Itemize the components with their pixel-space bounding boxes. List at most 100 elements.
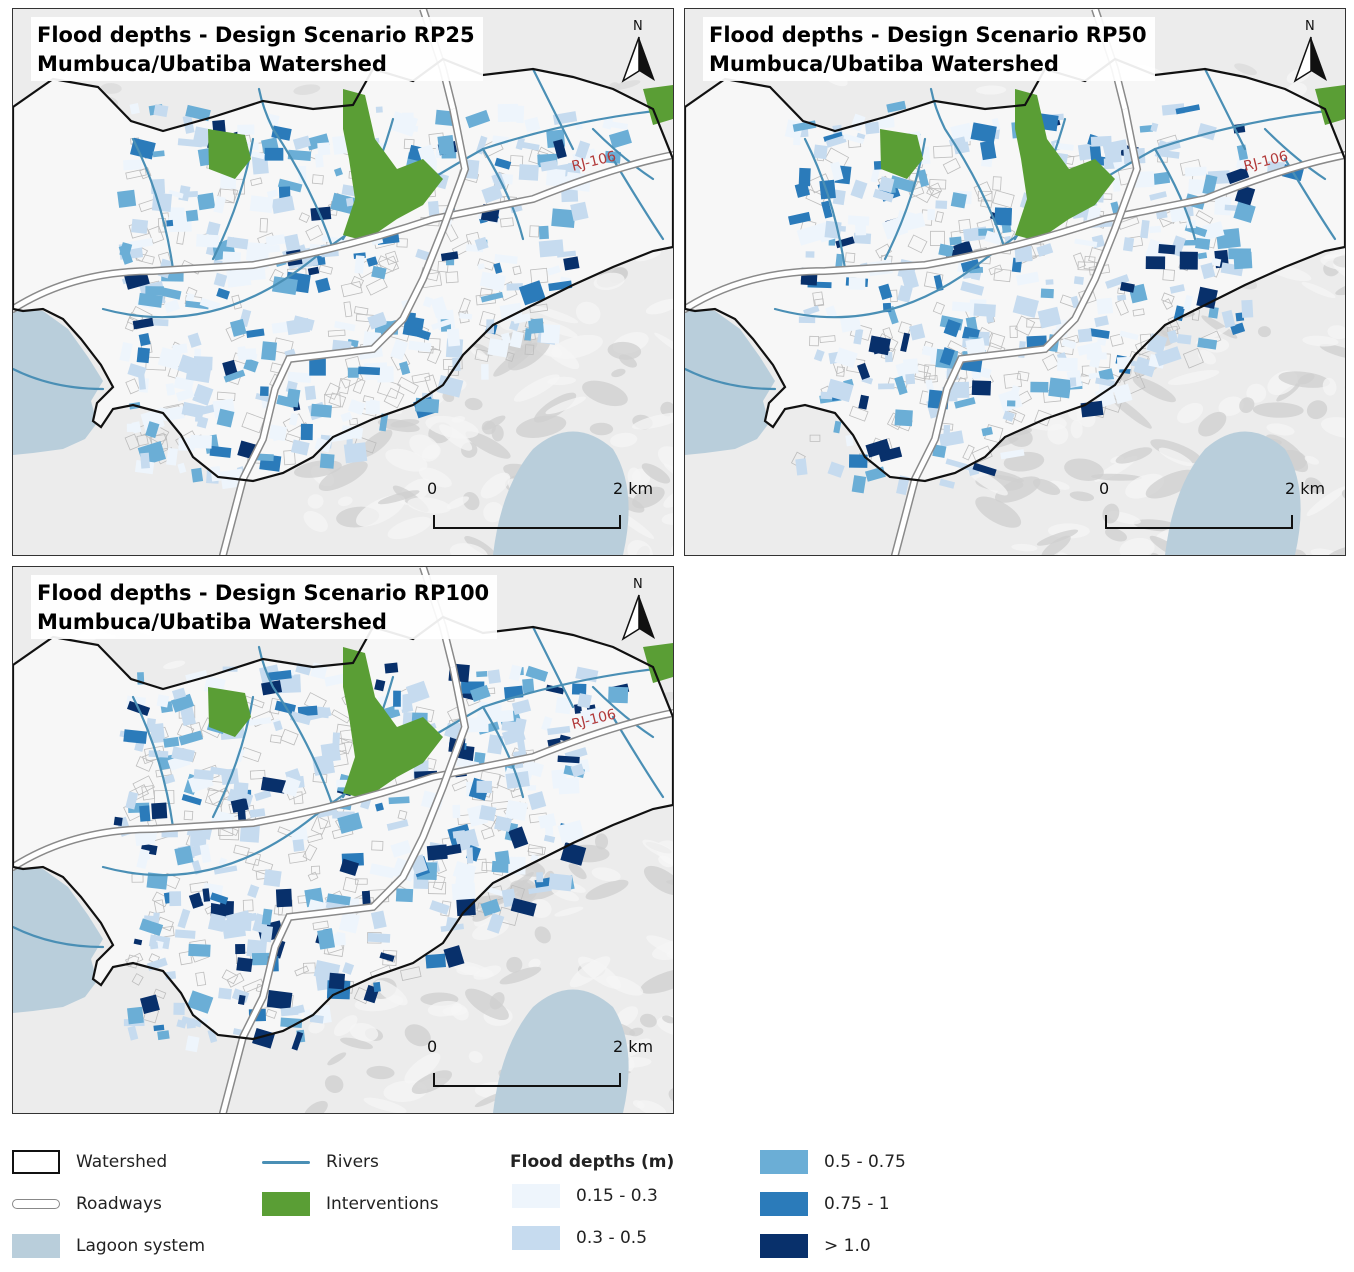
flood-depth-patch (525, 665, 549, 682)
urban-block (1195, 210, 1214, 224)
flood-depth-patch (375, 106, 383, 113)
flood-depth-patch (186, 1018, 196, 1029)
flood-depth-patch (481, 184, 503, 204)
flood-depth-patch (309, 356, 326, 376)
flood-depth-patch (1096, 297, 1114, 315)
flood-depth-patch (152, 150, 165, 158)
legend-item-flood-class-5: > 1.0 (760, 1232, 871, 1260)
urban-block (962, 444, 975, 461)
relief-shade (966, 467, 1008, 496)
river-line (13, 925, 105, 949)
map-title: Flood depths - Design Scenario RP100 Mum… (31, 575, 498, 639)
map-title-line1: Flood depths - Design Scenario RP25 (37, 23, 475, 47)
flood-depth-patch (366, 256, 378, 267)
relief-shade (627, 540, 653, 555)
relief-shade (377, 490, 420, 505)
scale-bar (433, 515, 621, 529)
relief-shade (363, 1097, 407, 1113)
river-line (591, 685, 655, 739)
flood-depth-patch (332, 732, 341, 751)
flood-depth-patch (128, 237, 154, 250)
flood-depth-patch (261, 341, 278, 361)
flood-depth-patch (225, 910, 252, 929)
legend-item-flood-class-2: 0.3 - 0.5 (512, 1224, 647, 1252)
flood-depth-patch (1105, 274, 1130, 289)
map-title-line1: Flood depths - Design Scenario RP50 (709, 23, 1147, 47)
flood-depth-patch (367, 311, 388, 330)
flood-depth-patch (1080, 400, 1104, 418)
flood-depth-patch (1233, 201, 1256, 224)
flood-depth-patch (979, 140, 997, 161)
relief-shade (327, 1052, 347, 1066)
flood-depth-patch (487, 669, 501, 684)
flood-depth-patch (568, 161, 580, 176)
relief-shade (404, 1052, 441, 1084)
flood-depth-patch (889, 175, 916, 193)
flood-depth-patch (275, 888, 293, 908)
flood-depth-patch (897, 285, 913, 303)
flood-depth-patch (528, 885, 552, 895)
relief-shade (499, 966, 542, 985)
flood-depth-patch (1197, 337, 1218, 350)
legend-item-lagoon: Lagoon system (12, 1232, 205, 1260)
flood-depth-patch (371, 265, 387, 280)
roadway-line (13, 152, 673, 312)
relief-shade (349, 1022, 379, 1042)
relief-shade (1177, 402, 1204, 424)
urban-block (973, 181, 993, 200)
flood-depth-patch (522, 678, 535, 694)
flood-depth-patch (163, 299, 180, 314)
flood-depth-patch (342, 962, 355, 975)
river-line (1153, 147, 1197, 241)
flood-depth-patch (545, 168, 566, 187)
relief-shade (1167, 369, 1220, 386)
flood-depth-patch (367, 932, 391, 943)
urban-block (124, 433, 140, 451)
flood-depth-patch (1150, 171, 1171, 186)
flood-depth-patch (557, 755, 580, 764)
relief-shade (627, 467, 641, 486)
flood-depth-patch (1233, 251, 1253, 270)
flood-depth-patch (508, 826, 529, 849)
flood-depth-layer (117, 103, 632, 490)
lagoon-area (13, 309, 103, 455)
flood-depth-patch (415, 397, 440, 414)
relief-shade (1158, 447, 1193, 467)
flood-depth-patch (141, 851, 151, 862)
flood-depth-patch (608, 686, 629, 704)
flood-depth-patch (1161, 150, 1180, 159)
flood-depth-patch (932, 444, 947, 458)
relief-shade (632, 412, 673, 430)
flood-depth-patch (263, 869, 282, 888)
relief-shade (1306, 486, 1345, 516)
flood-depth-patch (157, 347, 183, 370)
relief-shade (641, 463, 671, 484)
flood-depth-patch (165, 383, 176, 396)
flood-depth-patch (202, 888, 211, 902)
flood-depth-patch (494, 254, 518, 265)
relief-shade (340, 1037, 373, 1050)
flood-class-swatch (512, 1226, 560, 1250)
flood-depth-patch (954, 397, 976, 409)
relief-shade (1302, 335, 1339, 347)
relief-shade (489, 992, 505, 1010)
flood-depth-patch (858, 394, 870, 410)
flood-depth-patch (197, 192, 216, 211)
legend-item-watershed: Watershed (12, 1148, 167, 1176)
urban-block (331, 709, 351, 724)
flood-depth-patch (209, 445, 232, 458)
relief-shade (534, 926, 551, 944)
flood-depth-patch (390, 840, 412, 858)
flood-depth-layer (784, 100, 1304, 496)
flood-depth-patch (346, 438, 353, 446)
relief-shade (1105, 528, 1128, 542)
urban-block (480, 827, 495, 840)
relief-shade (610, 432, 638, 448)
flood-class-swatch (760, 1234, 808, 1258)
urban-block (942, 157, 961, 175)
flood-depth-patch (213, 272, 228, 288)
flood-depth-patch (280, 1006, 299, 1017)
relief-shade (637, 1100, 667, 1113)
watershed-swatch (12, 1150, 60, 1174)
relief-shade (1320, 417, 1345, 439)
